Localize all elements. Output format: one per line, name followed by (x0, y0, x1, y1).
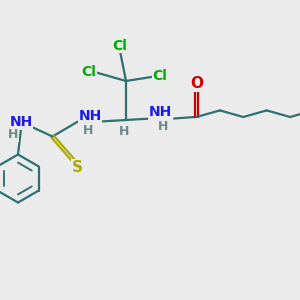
Text: S: S (72, 160, 83, 175)
Text: H: H (8, 128, 19, 142)
Text: NH: NH (9, 115, 33, 129)
Text: NH: NH (149, 106, 172, 119)
Text: Cl: Cl (82, 65, 97, 79)
Text: Cl: Cl (152, 70, 167, 83)
Text: H: H (119, 125, 130, 138)
Text: H: H (83, 124, 94, 137)
Text: O: O (190, 76, 203, 91)
Text: Cl: Cl (112, 39, 128, 52)
Text: NH: NH (78, 109, 102, 123)
Text: H: H (158, 120, 169, 134)
